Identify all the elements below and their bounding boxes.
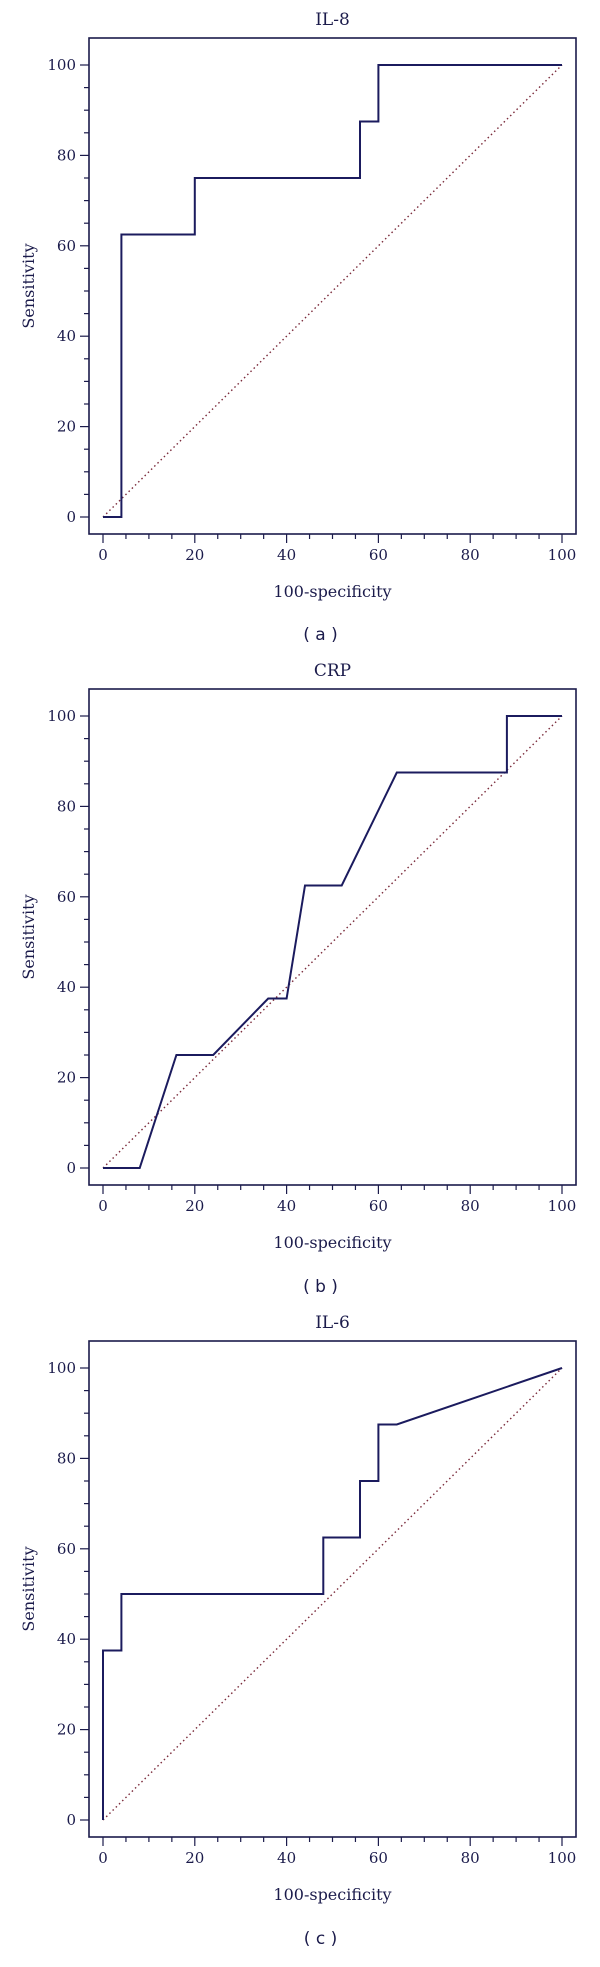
chart-title: IL-8 [315, 10, 350, 30]
y-tick-label: 0 [66, 1811, 76, 1829]
x-tick-label: 80 [461, 546, 480, 564]
x-tick-label: 40 [277, 546, 296, 564]
y-axis-label: Sensitivity [19, 243, 38, 328]
y-tick-label: 80 [57, 797, 76, 815]
x-tick-label: 0 [98, 1849, 108, 1867]
y-tick-label: 80 [57, 146, 76, 164]
y-axis-label: Sensitivity [19, 894, 38, 979]
panel-label: ( a ) [303, 625, 338, 645]
x-tick-label: 0 [98, 546, 108, 564]
roc-curve [102, 1367, 563, 1820]
x-tick-label: 20 [185, 1849, 204, 1867]
chart-title: CRP [314, 661, 351, 681]
roc-curve [103, 715, 562, 1169]
x-tick-label: 60 [369, 1197, 388, 1215]
panel-label: ( c ) [304, 1929, 337, 1949]
y-tick-label: 0 [66, 1159, 76, 1177]
x-axis-label: 100-specificity [273, 582, 391, 601]
roc-curve [103, 64, 562, 518]
x-axis-label: 100-specificity [273, 1233, 391, 1252]
y-tick-label: 20 [57, 418, 76, 436]
reference-diagonal [102, 1367, 563, 1821]
y-tick-label: 60 [57, 888, 76, 906]
y-tick-label: 100 [47, 56, 76, 74]
y-tick-label: 0 [66, 508, 76, 526]
x-tick-label: 0 [98, 1197, 108, 1215]
x-tick-label: 40 [277, 1197, 296, 1215]
x-axis-label: 100-specificity [273, 1885, 391, 1904]
x-tick-label: 60 [369, 546, 388, 564]
x-tick-label: 80 [461, 1197, 480, 1215]
chart-il8: IL-8 0 20 40 60 80 100 0 20 40 60 80 100 100-specific… [19, 10, 577, 645]
x-tick-label: 20 [185, 546, 204, 564]
chart-title: IL-6 [315, 1313, 350, 1333]
y-axis-label: Sensitivity [19, 1546, 38, 1631]
y-tick-label: 20 [57, 1721, 76, 1739]
y-tick-label: 40 [57, 978, 76, 996]
y-tick-label: 60 [57, 1540, 76, 1558]
y-tick-label: 40 [57, 327, 76, 345]
x-tick-label: 80 [461, 1849, 480, 1867]
x-tick-label: 100 [548, 546, 577, 564]
chart-crp: CRP 0 20 40 60 80 100 0 20 40 60 80 100 100-specifici… [19, 661, 577, 1297]
reference-diagonal [102, 64, 563, 518]
y-tick-label: 80 [57, 1449, 76, 1467]
panel-label: ( b ) [303, 1277, 338, 1297]
y-tick-label: 40 [57, 1630, 76, 1648]
chart-il6: IL-6 0 20 40 60 80 100 0 20 40 60 80 100 100-specific… [19, 1313, 577, 1949]
x-tick-label: 20 [185, 1197, 204, 1215]
y-tick-label: 60 [57, 237, 76, 255]
x-tick-label: 100 [548, 1849, 577, 1867]
x-tick-label: 60 [369, 1849, 388, 1867]
y-tick-label: 100 [47, 707, 76, 725]
y-tick-label: 100 [47, 1359, 76, 1377]
reference-diagonal [102, 715, 563, 1169]
y-tick-label: 20 [57, 1069, 76, 1087]
x-tick-label: 100 [548, 1197, 577, 1215]
x-tick-label: 40 [277, 1849, 296, 1867]
